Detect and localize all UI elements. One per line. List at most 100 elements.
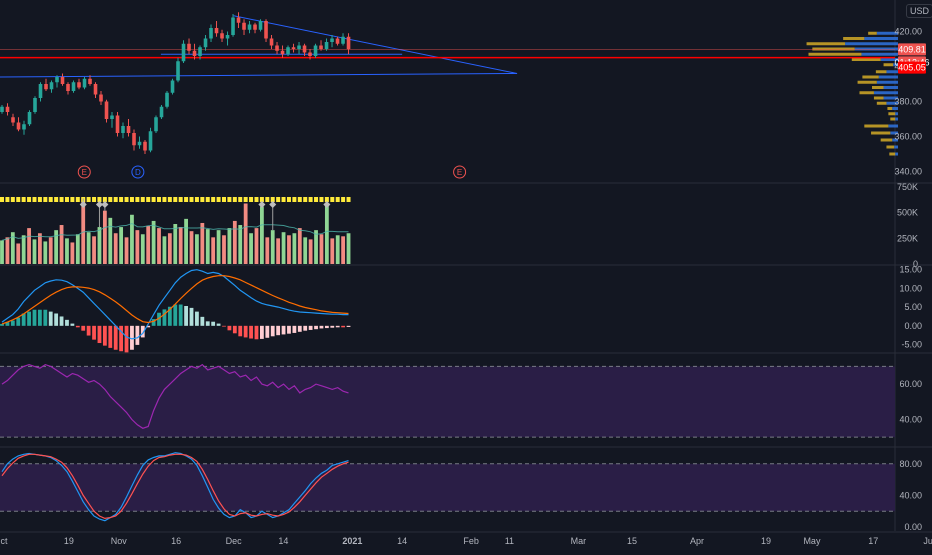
macd-histogram-bar [157,312,161,326]
volume-bar [97,227,102,264]
macd-histogram-bar [102,325,107,346]
volume-bar [276,238,281,264]
volume-bar [238,225,243,264]
volume-bar [173,224,178,264]
volume-signal-marker [0,197,4,202]
volume-signal-marker [97,197,102,202]
macd-histogram-bar [216,323,221,326]
candle-body [159,106,164,118]
earnings-marker [453,165,467,179]
volume-signal-marker [265,197,270,202]
support-price-tag: 405.05 [898,63,926,73]
volume-profile-bar-down [812,47,855,51]
volume-bar [324,205,329,264]
macd-histogram-bar [211,321,216,326]
volume-signal-marker [232,197,237,202]
candle-body [27,112,32,125]
time-axis-tick: 17 [868,536,878,546]
macd-histogram-bar [297,325,302,332]
macd-histogram-bar [140,325,145,338]
volume-signal-marker [5,197,10,202]
currency-badge[interactable]: USD [906,4,932,18]
candle-body [165,92,169,107]
volume-bar [59,225,64,264]
volume-signal-marker [221,197,226,202]
volume-signal-marker [10,197,15,202]
volume-profile-bar-down [876,101,887,105]
volume-signal-marker [102,197,107,202]
macd-axis-tick: 5.00 [904,302,922,312]
candle-body [269,38,274,46]
volume-bar [265,237,270,264]
candle-body [88,78,92,84]
volume-signal-marker [86,197,91,202]
macd-histogram-bar [303,325,308,331]
macd-histogram-bar [59,316,64,326]
volume-profile-bar-down [886,145,895,149]
candle-body [330,38,334,42]
volume-profile-bar-up [895,152,898,156]
candle-body [170,80,175,93]
last-price-tag-bg [898,43,926,56]
volume-spike-diamond [101,200,109,209]
price-axis-tick: 360.00 [894,132,922,142]
macd-axis-tick: 0.00 [904,321,922,331]
volume-signal-marker [276,197,281,202]
volume-bar [135,230,140,264]
volume-signal-marker [254,197,259,202]
macd-histogram-bar [341,325,346,328]
macd-histogram-bar [124,325,129,353]
macd-histogram-bar [130,325,134,350]
dividend-marker [131,165,145,179]
time-axis-tick: 19 [64,536,74,546]
macd-axis-tick: 15.00 [899,265,922,275]
candle-body [236,17,241,23]
volume-bar [92,236,96,264]
volume-axis-tick: 0 [913,259,918,269]
volume-bar [195,234,199,264]
volume-bar [124,237,129,264]
time-axis-tick: May [803,536,821,546]
volume-signal-marker [178,197,183,202]
candle-body [198,47,202,56]
time-axis-tick: 16 [171,536,181,546]
candle-body [11,117,15,123]
volume-signal-marker [146,197,151,202]
candle-body [154,117,158,132]
candle-body [115,115,120,133]
volume-signal-marker [48,197,53,202]
volume-profile-bar-up [854,47,898,51]
volume-bar [216,230,221,264]
volume-signal-marker [54,197,59,202]
volume-bar [65,238,69,264]
volume-bar [146,226,151,264]
macd-histogram-bar [162,309,167,326]
volume-signal-marker [189,197,194,202]
volume-signal-marker [37,197,42,202]
volume-profile-bar-down [889,152,896,156]
volume-profile-bar-up [883,96,898,100]
volume-profile-bar-up [893,63,898,67]
volume-bar [54,230,59,264]
volume-signal-marker [194,197,199,202]
candle-body [286,47,290,55]
macd-histogram-bar [54,313,59,326]
macd-histogram-bar [178,304,183,326]
macd-histogram-bar [287,325,291,334]
macd-histogram-bar [0,323,4,326]
candle-body [93,84,98,95]
macd-histogram-bar [27,311,31,326]
candle-body [346,36,351,50]
volume-signal-marker [238,197,243,202]
volume-signal-marker [281,197,286,202]
volume-signal-marker [211,197,216,202]
candle-body [335,38,340,44]
macd-histogram-bar [16,317,21,326]
candle-body [5,106,10,112]
macd-histogram-bar [227,325,232,331]
volume-bar [151,220,156,264]
volume-signal-marker [286,197,291,202]
volume-profile-bar-down [862,75,879,79]
